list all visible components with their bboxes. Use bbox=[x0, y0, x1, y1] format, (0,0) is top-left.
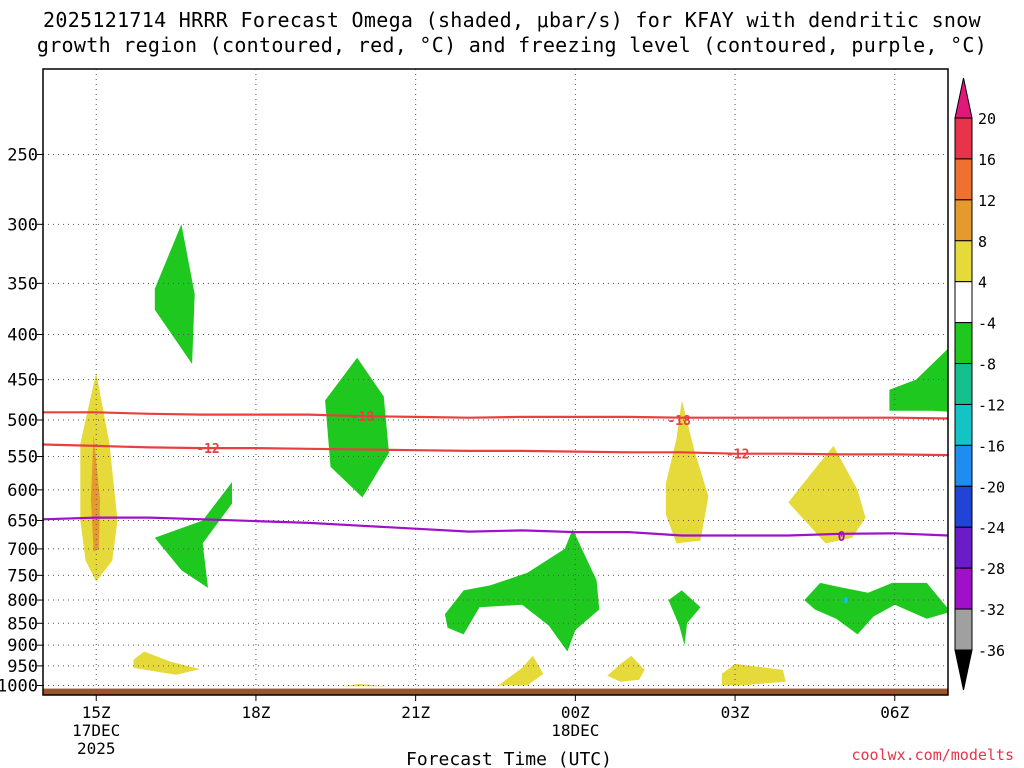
omega-region-4 bbox=[133, 651, 200, 675]
title-line-2: growth region (contoured, red, °C) and f… bbox=[36, 33, 988, 57]
colorbar-label: -4 bbox=[978, 315, 996, 333]
omega-region-14 bbox=[804, 582, 948, 635]
y-tick-label: 1000 bbox=[0, 677, 38, 697]
colorbar-top-arrow bbox=[954, 77, 973, 119]
colorbar-band bbox=[954, 485, 973, 528]
colorbar-band bbox=[954, 240, 973, 283]
x-tick-label: 18Z bbox=[241, 703, 270, 722]
contour-line--18 bbox=[43, 411, 948, 420]
colorbar-label: -32 bbox=[978, 601, 1005, 619]
colorbar-label: 12 bbox=[978, 192, 996, 210]
x-axis-label: Forecast Time (UTC) bbox=[406, 749, 612, 768]
omega-region-7 bbox=[444, 529, 600, 652]
colorbar-label: -12 bbox=[978, 396, 1005, 414]
x-tick-sublabel: 17DEC bbox=[72, 721, 120, 740]
omega-shading bbox=[43, 224, 998, 695]
x-tick-sublabel: 18DEC bbox=[551, 721, 599, 740]
y-tick-label: 300 bbox=[7, 215, 38, 235]
omega-region-1 bbox=[90, 435, 100, 552]
y-tick-label: 650 bbox=[7, 512, 38, 532]
y-tick-label: 800 bbox=[7, 591, 38, 611]
x-tick-label: 03Z bbox=[721, 703, 750, 722]
plot-frame bbox=[42, 68, 949, 696]
colorbar-band bbox=[954, 403, 973, 446]
colorbar-band bbox=[954, 322, 973, 365]
colorbar-band bbox=[954, 608, 973, 651]
omega-region-0 bbox=[80, 372, 118, 582]
colorbar-label: -24 bbox=[978, 519, 1005, 537]
chart-title: 2025121714 HRRR Forecast Omega (shaded, … bbox=[0, 8, 1024, 58]
colorbar-label: -20 bbox=[978, 478, 1005, 496]
colorbar-band bbox=[954, 281, 973, 324]
y-tick-label: 550 bbox=[7, 448, 38, 468]
y-tick-label: 750 bbox=[7, 566, 38, 586]
contour-line-0 bbox=[43, 516, 948, 537]
y-tick-label: 950 bbox=[7, 657, 38, 677]
colorbar-label: -28 bbox=[978, 560, 1005, 578]
colorbar-label: 16 bbox=[978, 151, 996, 169]
colorbar-bottom-arrow bbox=[954, 649, 973, 691]
contour-label: -18 bbox=[351, 410, 375, 425]
y-tick-label: 500 bbox=[7, 411, 38, 431]
y-tick-label: 250 bbox=[7, 145, 38, 165]
omega-region-8 bbox=[498, 655, 544, 686]
title-line-1: 2025121714 HRRR Forecast Omega (shaded, … bbox=[43, 8, 981, 32]
y-axis: 2503003504004505005506006507007508008509… bbox=[0, 145, 43, 697]
omega-region-5 bbox=[325, 357, 389, 498]
contour-label: -12 bbox=[196, 442, 219, 457]
y-tick-label: 600 bbox=[7, 481, 38, 501]
contour-label: -12 bbox=[726, 448, 749, 463]
y-tick-label: 400 bbox=[7, 326, 38, 346]
y-tick-label: 850 bbox=[7, 614, 38, 634]
omega-region-10 bbox=[665, 400, 709, 544]
omega-region-3 bbox=[154, 482, 232, 588]
colorbar-band bbox=[954, 526, 973, 569]
omega-region-13 bbox=[788, 445, 866, 544]
omega-region-9 bbox=[607, 655, 645, 682]
omega-region-2 bbox=[154, 224, 195, 364]
source-credit[interactable]: coolwx.com/modelts bbox=[851, 746, 1014, 764]
x-tick-sublabel: 2025 bbox=[77, 739, 116, 758]
ground-strip bbox=[43, 688, 948, 695]
x-tick-label: 21Z bbox=[401, 703, 430, 722]
y-tick-label: 350 bbox=[7, 274, 38, 294]
y-tick-label: 900 bbox=[7, 636, 38, 656]
colorbar-band bbox=[954, 117, 973, 160]
colorbar-band bbox=[954, 199, 973, 242]
omega-region-15 bbox=[841, 596, 850, 604]
colorbar-band bbox=[954, 363, 973, 405]
omega-region-11 bbox=[668, 590, 701, 646]
colorbar-label: 20 bbox=[978, 110, 996, 128]
contour-label: 0 bbox=[838, 530, 846, 545]
colorbar-band bbox=[954, 567, 973, 610]
y-tick-label: 700 bbox=[7, 540, 38, 560]
x-tick-label: 06Z bbox=[880, 703, 909, 722]
colorbar-label: 4 bbox=[978, 274, 987, 292]
colorbar-label: -8 bbox=[978, 356, 996, 374]
x-tick-label: 15Z bbox=[82, 703, 111, 722]
y-tick-label: 450 bbox=[7, 371, 38, 391]
contour-line--12 bbox=[43, 443, 948, 457]
colorbar-band bbox=[954, 158, 973, 201]
colorbar: 20 16 12 8 4 -4 -8 -12 -16 -20 -24 -28 -32 -36 bbox=[954, 77, 1005, 691]
colorbar-label: 8 bbox=[978, 233, 987, 251]
colorbar-label: -16 bbox=[978, 437, 1005, 455]
contour-lines: -18 -18 -12 -12 0 bbox=[43, 410, 948, 545]
omega-region-12 bbox=[721, 663, 786, 686]
omega-region-17 bbox=[993, 224, 998, 297]
contour-label: -18 bbox=[667, 414, 691, 429]
gridlines bbox=[43, 69, 948, 695]
colorbar-label: -36 bbox=[978, 642, 1005, 660]
x-tick-label: 00Z bbox=[561, 703, 590, 722]
colorbar-band bbox=[954, 444, 973, 487]
